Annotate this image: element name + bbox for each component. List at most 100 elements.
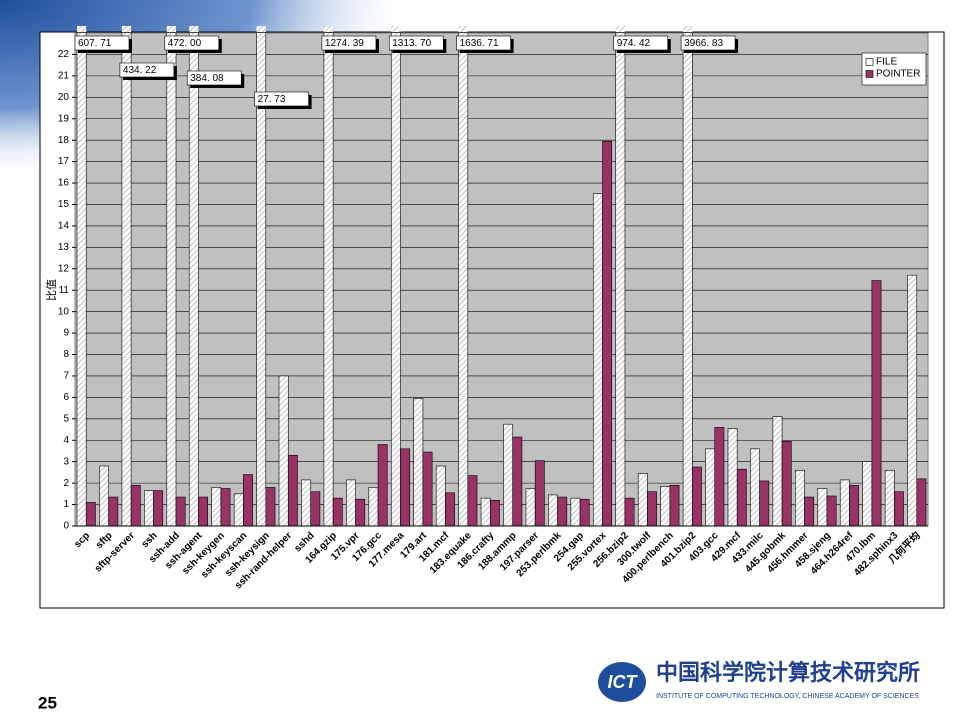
bar bbox=[512, 436, 523, 526]
y-tick-label: 5 bbox=[63, 413, 69, 424]
callout-box bbox=[119, 62, 175, 78]
logo-mark bbox=[598, 662, 646, 702]
data-label: 384. 08 bbox=[190, 73, 224, 84]
bar bbox=[736, 468, 747, 526]
data-label: 434. 22 bbox=[123, 65, 157, 76]
bar bbox=[884, 469, 895, 526]
y-tick-label: 1 bbox=[63, 499, 69, 510]
bar bbox=[390, 33, 401, 526]
bar bbox=[637, 473, 648, 526]
callout-box bbox=[456, 35, 511, 51]
bar bbox=[489, 499, 500, 526]
bar bbox=[175, 496, 186, 526]
page-number: 25 bbox=[38, 693, 57, 712]
y-axis-label: 比值 bbox=[45, 279, 58, 301]
bar bbox=[548, 494, 558, 526]
callout-box bbox=[254, 91, 309, 107]
y-tick-label: 12 bbox=[58, 263, 70, 274]
bar bbox=[660, 486, 671, 526]
bar bbox=[144, 490, 154, 526]
y-tick-label: 17 bbox=[58, 156, 70, 167]
bar bbox=[278, 375, 289, 526]
callout-box bbox=[680, 35, 736, 51]
y-tick-label: 21 bbox=[58, 71, 70, 82]
bar bbox=[445, 492, 455, 526]
bar bbox=[503, 423, 514, 526]
bar bbox=[323, 33, 334, 526]
y-tick-label: 6 bbox=[63, 392, 69, 403]
bar bbox=[233, 493, 244, 526]
bar bbox=[265, 487, 276, 526]
bar bbox=[377, 444, 388, 526]
bar bbox=[220, 488, 231, 526]
bar bbox=[826, 495, 837, 526]
bar bbox=[705, 448, 716, 526]
bar bbox=[85, 502, 96, 526]
overflow-stub bbox=[189, 26, 199, 32]
bar bbox=[346, 479, 356, 526]
data-label: 1313. 70 bbox=[392, 38, 431, 49]
data-label: 974. 42 bbox=[617, 38, 651, 49]
bar bbox=[772, 416, 783, 526]
overflow-stub bbox=[683, 26, 693, 32]
callout-box bbox=[321, 35, 377, 51]
bar bbox=[467, 475, 478, 526]
bar bbox=[682, 33, 693, 526]
bar bbox=[458, 33, 469, 526]
bar bbox=[907, 274, 918, 526]
bar bbox=[602, 140, 613, 526]
logo: ICT bbox=[608, 672, 639, 692]
bar bbox=[615, 33, 626, 526]
bar bbox=[153, 490, 164, 526]
legend-swatch bbox=[865, 70, 874, 78]
y-tick-label: 22 bbox=[58, 49, 70, 60]
bar bbox=[759, 480, 770, 526]
bar bbox=[480, 497, 491, 526]
bar bbox=[76, 33, 87, 526]
bar bbox=[435, 465, 446, 526]
overflow-stub bbox=[77, 26, 87, 32]
data-label: 3966. 83 bbox=[684, 38, 723, 49]
bar bbox=[534, 460, 545, 526]
bar bbox=[862, 461, 873, 526]
data-label: 27. 73 bbox=[258, 94, 286, 105]
bar bbox=[121, 33, 132, 526]
callout-box bbox=[74, 35, 130, 51]
bar bbox=[727, 428, 738, 526]
org-name-en: INSTITUTE OF COMPUTING TECHNOLOGY, CHINE… bbox=[656, 693, 919, 700]
bar bbox=[647, 491, 657, 526]
y-tick-label: 14 bbox=[58, 221, 70, 232]
bar bbox=[301, 479, 311, 526]
bar bbox=[525, 488, 536, 526]
bar bbox=[256, 33, 267, 526]
overflow-stub bbox=[121, 26, 132, 32]
y-tick-label: 7 bbox=[63, 371, 69, 382]
org-name-cn: 中国科学院计算技术研究所 bbox=[656, 660, 920, 685]
overflow-stub bbox=[166, 26, 177, 32]
y-tick-label: 16 bbox=[58, 178, 70, 189]
bar bbox=[99, 465, 109, 526]
bar bbox=[287, 454, 298, 526]
bar bbox=[368, 487, 379, 526]
bar bbox=[400, 448, 411, 526]
overflow-stub bbox=[615, 26, 625, 32]
bar bbox=[198, 496, 208, 526]
callout-box bbox=[613, 35, 669, 51]
data-label: 472. 00 bbox=[168, 38, 202, 49]
overflow-stub bbox=[256, 26, 266, 32]
bar bbox=[795, 469, 805, 526]
data-label: 1636. 71 bbox=[460, 38, 499, 49]
bar bbox=[592, 193, 603, 526]
bar bbox=[692, 466, 702, 526]
legend-label: FILE bbox=[876, 57, 897, 68]
bar bbox=[579, 498, 590, 526]
bar bbox=[166, 33, 177, 526]
bar bbox=[310, 491, 321, 526]
data-label: 607. 71 bbox=[78, 38, 112, 49]
callout-box bbox=[164, 35, 220, 51]
callout-box bbox=[388, 35, 444, 51]
bar bbox=[849, 484, 859, 526]
bar bbox=[422, 451, 433, 526]
y-tick-label: 15 bbox=[58, 199, 70, 210]
